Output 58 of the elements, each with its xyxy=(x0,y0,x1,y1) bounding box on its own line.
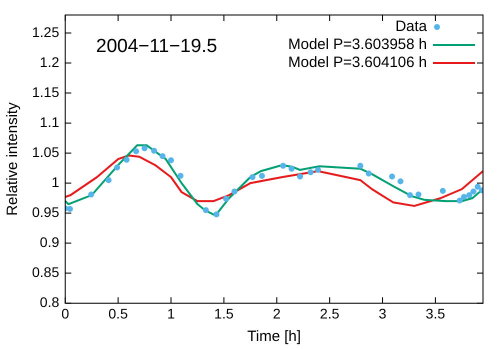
point xyxy=(315,166,322,173)
x-tick-label: 2 xyxy=(272,305,281,322)
point xyxy=(178,172,184,179)
y-tick-label: 1.1 xyxy=(40,114,60,130)
legend-label: Model P=3.603958 h xyxy=(288,36,427,54)
point xyxy=(466,192,472,198)
point xyxy=(142,145,148,152)
point xyxy=(456,198,463,204)
point xyxy=(460,194,467,200)
point xyxy=(213,211,220,218)
x-tick-label: 1.5 xyxy=(214,305,234,322)
y-tick-label: 1 xyxy=(51,174,60,190)
y-axis-title: Relative intensity xyxy=(4,102,22,216)
x-tick-label: 3.5 xyxy=(426,305,446,322)
x-tick-label: 0.5 xyxy=(108,305,128,322)
x-tick-label: 2.5 xyxy=(320,305,340,322)
x-tick-label: 1 xyxy=(167,305,176,322)
point xyxy=(258,172,265,179)
legend-label: Data xyxy=(395,18,428,36)
point xyxy=(415,192,422,198)
x-axis-title: Time [h] xyxy=(247,328,301,346)
y-tick-label: 0.85 xyxy=(32,264,60,280)
point xyxy=(398,178,404,184)
y-tick-label: 0.9 xyxy=(40,234,60,250)
point xyxy=(407,192,414,198)
annotation: 2004−11−19.5 xyxy=(96,36,218,58)
point xyxy=(88,192,94,198)
point xyxy=(280,162,286,169)
y-tick-label: 0.8 xyxy=(40,294,60,310)
point xyxy=(474,184,481,190)
x-tick-label: 0 xyxy=(61,305,70,322)
point xyxy=(249,174,256,180)
legend-label: Model P=3.604106 h xyxy=(288,54,427,72)
point xyxy=(151,148,158,154)
point xyxy=(168,157,174,164)
point xyxy=(308,169,314,176)
point xyxy=(223,196,230,202)
y-tick-label: 1.15 xyxy=(32,84,60,100)
x-tick-label: 3 xyxy=(378,305,387,322)
point xyxy=(288,166,295,172)
y-tick-label: 1.25 xyxy=(32,24,60,40)
point xyxy=(366,170,372,177)
point xyxy=(124,156,130,163)
point xyxy=(114,164,120,171)
point xyxy=(106,177,112,184)
point xyxy=(160,153,166,160)
y-tick-label: 1.05 xyxy=(32,144,60,160)
point xyxy=(297,174,304,180)
point xyxy=(357,162,364,169)
point xyxy=(133,148,140,154)
point xyxy=(470,188,476,195)
point xyxy=(389,174,396,180)
point xyxy=(67,206,74,212)
y-tick-label: 0.95 xyxy=(32,204,60,220)
point xyxy=(440,188,446,194)
y-tick-label: 1.2 xyxy=(40,54,60,70)
point xyxy=(231,188,238,195)
point xyxy=(202,207,209,214)
